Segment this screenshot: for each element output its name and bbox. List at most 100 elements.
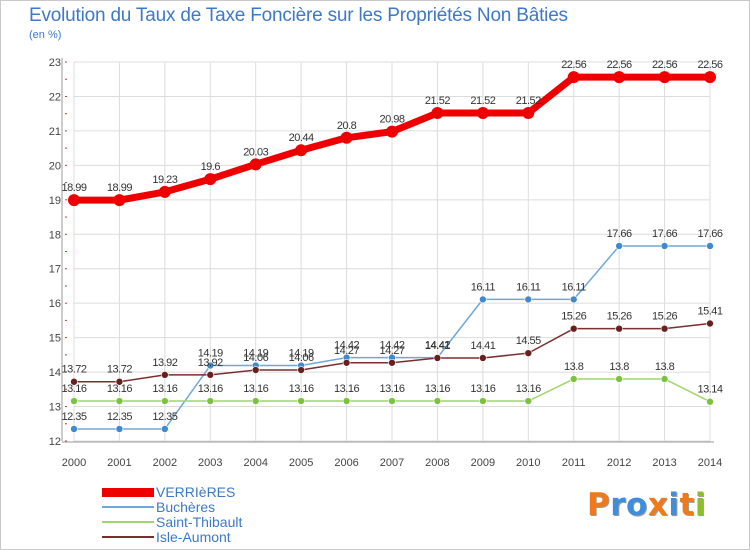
data-point [161, 425, 169, 433]
data-label: 13.16 [61, 383, 86, 395]
data-point [161, 397, 169, 405]
data-label: 16.11 [471, 281, 496, 293]
data-point [433, 354, 442, 362]
x-tick-label: 2011 [562, 457, 586, 469]
data-point [615, 375, 623, 383]
y-tick-label: 21 [49, 126, 61, 138]
data-point [615, 242, 623, 250]
y-tick-label: 20 [49, 160, 61, 172]
data-point [524, 295, 533, 304]
data-label: 13.16 [198, 383, 223, 395]
data-label: 12.35 [152, 411, 177, 423]
legend-label: VERRIèRES [156, 484, 236, 500]
data-label: 22.56 [652, 59, 677, 71]
data-label: 14.06 [243, 352, 268, 364]
legend-label: Saint-Thibault [156, 514, 243, 530]
y-tick-label: 23 [49, 57, 61, 69]
data-label: 14.42 [334, 340, 359, 352]
data-point [388, 397, 396, 405]
data-point [658, 71, 671, 84]
y-tick-label: 22 [49, 91, 61, 103]
data-label: 14.27 [379, 345, 404, 357]
data-label: 13.16 [243, 383, 268, 395]
data-point [479, 397, 487, 405]
data-point [113, 194, 126, 207]
data-point [204, 173, 217, 186]
data-point [567, 71, 580, 84]
legend-item: Isle-Aumont [102, 529, 231, 545]
data-label: 14.42 [379, 340, 404, 352]
data-point [115, 377, 124, 386]
data-label: 15.26 [561, 311, 586, 323]
data-point [615, 324, 623, 333]
data-point [569, 375, 578, 383]
data-label: 13.72 [107, 364, 132, 376]
legend-swatch [102, 521, 154, 523]
data-label: 16.11 [562, 281, 587, 293]
data-point [706, 397, 714, 406]
y-tick-label: 17 [49, 264, 61, 276]
y-tick-label: 19 [49, 195, 61, 207]
data-label: 13.8 [655, 361, 675, 373]
data-label: 12.35 [61, 411, 86, 423]
x-tick-label: 2005 [289, 457, 313, 469]
data-point [295, 144, 308, 157]
data-label: 14.55 [516, 335, 541, 347]
data-label: 13.16 [289, 383, 314, 395]
data-point [522, 106, 535, 119]
x-tick-label: 2001 [107, 457, 131, 469]
data-label: 19.6 [201, 161, 221, 173]
data-label: 22.56 [561, 59, 586, 71]
data-label: 14.19 [289, 348, 314, 360]
data-label: 13.14 [697, 384, 722, 396]
data-label: 13.72 [61, 364, 86, 376]
data-point [706, 319, 714, 328]
data-point [569, 324, 578, 333]
x-tick-label: 2014 [698, 457, 722, 469]
y-tick-label: 15 [49, 333, 61, 345]
data-label: 15.26 [652, 311, 677, 323]
data-label: 13.16 [107, 383, 132, 395]
x-tick-label: 2006 [334, 457, 358, 469]
data-point [115, 425, 124, 433]
data-point [660, 242, 669, 250]
data-point [704, 71, 716, 84]
x-tick-label: 2000 [62, 457, 86, 469]
data-point [476, 106, 489, 119]
data-label: 13.16 [470, 383, 495, 395]
data-point [206, 371, 215, 379]
data-label: 13.16 [152, 383, 177, 395]
data-point [433, 397, 442, 405]
data-point [297, 366, 305, 374]
data-point [70, 425, 78, 433]
data-point [569, 295, 578, 304]
legend-item: VERRIèRES [102, 484, 236, 500]
data-label: 13.16 [425, 383, 450, 395]
legend-item: Buchères [102, 499, 216, 515]
x-tick-label: 2013 [652, 457, 676, 469]
legend-label: Buchères [156, 499, 216, 515]
x-tick-label: 2003 [198, 457, 222, 469]
x-tick-label: 2002 [153, 457, 177, 469]
data-point [206, 397, 215, 405]
data-label: 14.41 [470, 340, 495, 352]
data-label: 14.19 [243, 348, 268, 360]
data-label: 14.06 [289, 352, 314, 364]
data-point [431, 106, 444, 119]
data-point [524, 397, 533, 405]
data-label: 18.99 [107, 182, 132, 194]
data-point [706, 242, 714, 250]
y-tick-label: 18 [49, 229, 61, 241]
data-label: 22.56 [697, 59, 722, 71]
data-label: 19.23 [152, 174, 177, 186]
data-label: 16.11 [516, 281, 541, 293]
data-point [70, 397, 78, 405]
data-point [70, 377, 78, 386]
data-point [388, 358, 396, 367]
data-label: 12.35 [107, 411, 132, 423]
data-label: 17.66 [607, 228, 632, 240]
data-label: 13.16 [516, 383, 541, 395]
data-point [479, 354, 487, 362]
y-tick-label: 13 [49, 402, 61, 414]
data-point [524, 349, 533, 357]
